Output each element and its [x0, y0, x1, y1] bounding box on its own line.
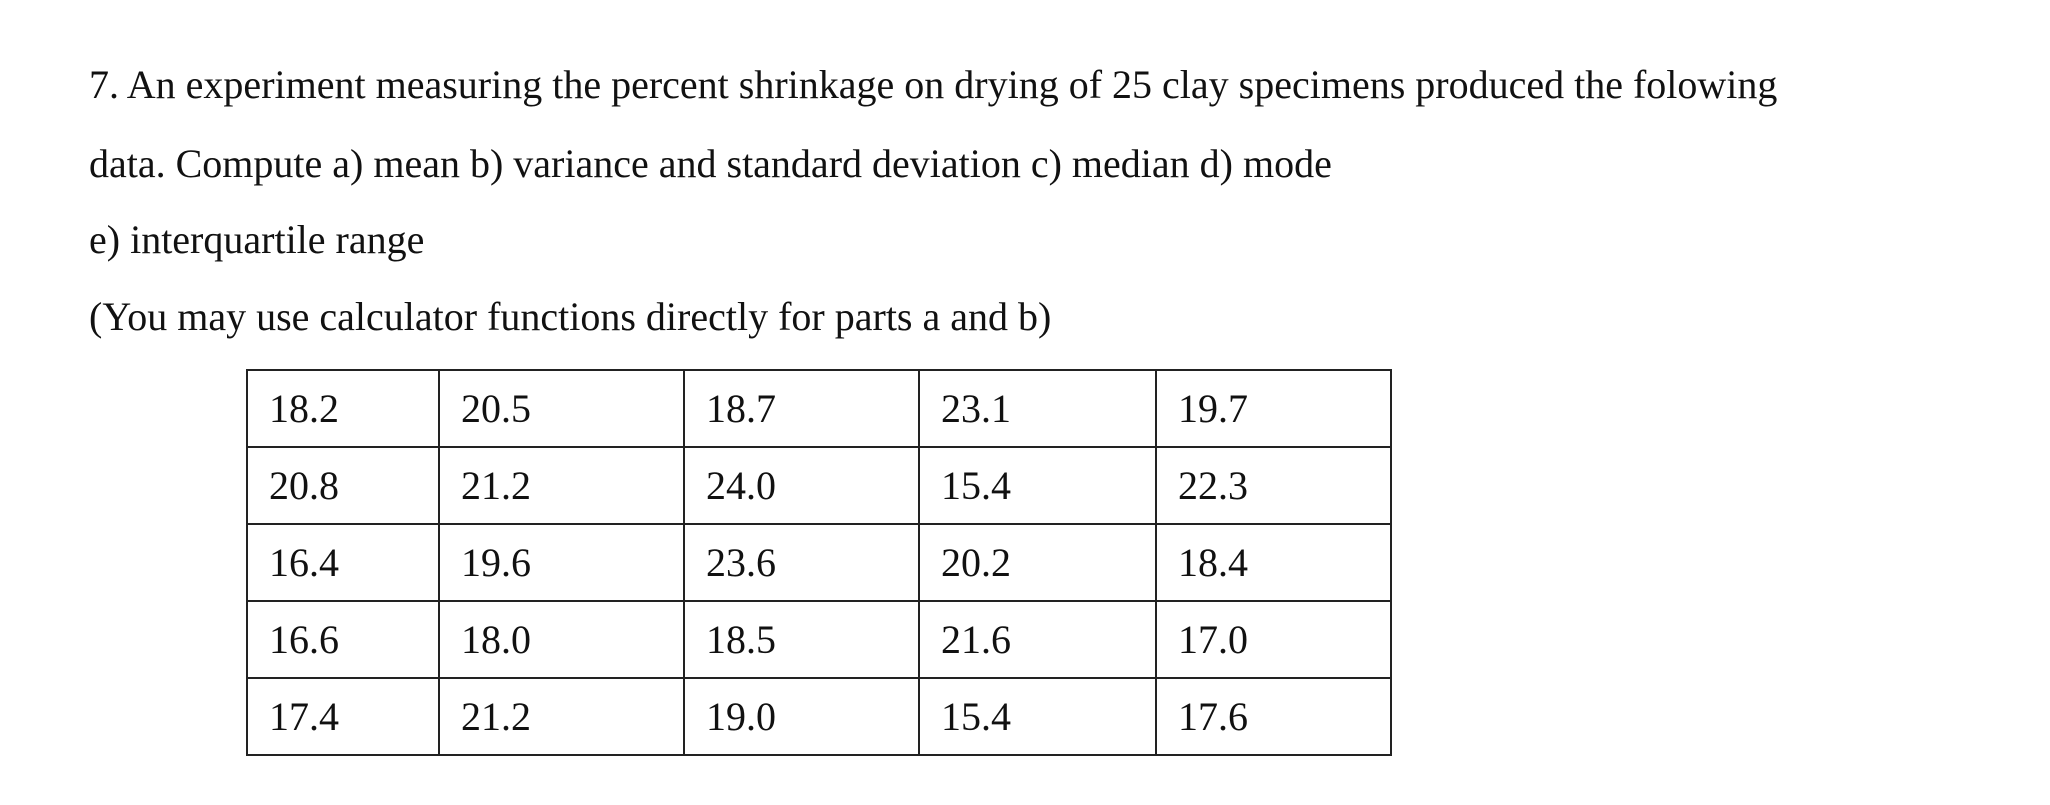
table-cell: 19.7 — [1155, 369, 1392, 448]
table-cell: 17.6 — [1155, 677, 1392, 756]
table-cell: 18.7 — [683, 369, 920, 448]
table-cell: 16.4 — [246, 523, 440, 602]
table-cell: 18.4 — [1155, 523, 1392, 602]
table-cell: 21.2 — [438, 677, 685, 756]
text-line: (You may use calculator functions direct… — [89, 294, 1052, 339]
text-line: e) interquartile range — [89, 217, 425, 262]
table-cell: 20.2 — [918, 523, 1157, 602]
table-row: 20.8 21.2 24.0 15.4 22.3 — [246, 446, 1392, 525]
table-cell: 22.3 — [1155, 446, 1392, 525]
table-row: 18.2 20.5 18.7 23.1 19.7 — [246, 369, 1392, 448]
table-row: 16.6 18.0 18.5 21.6 17.0 — [246, 600, 1392, 679]
table-cell: 17.4 — [246, 677, 440, 756]
data-table: 18.2 20.5 18.7 23.1 19.7 20.8 21.2 24.0 15.4 22.3… — [246, 369, 1392, 756]
text-line: data. Compute a) mean b) variance and st… — [89, 141, 1332, 186]
text-line: 7. An experiment measuring the percent s… — [89, 62, 1778, 107]
table-cell: 21.6 — [918, 600, 1157, 679]
table-cell: 17.0 — [1155, 600, 1392, 679]
table-cell: 20.5 — [438, 369, 685, 448]
table-cell: 24.0 — [683, 446, 920, 525]
table-cell: 16.6 — [246, 600, 440, 679]
table-row: 16.4 19.6 23.6 20.2 18.4 — [246, 523, 1392, 602]
table-cell: 18.5 — [683, 600, 920, 679]
table-cell: 18.0 — [438, 600, 685, 679]
table-cell: 21.2 — [438, 446, 685, 525]
table-cell: 18.2 — [246, 369, 440, 448]
table-cell: 15.4 — [918, 677, 1157, 756]
table-row: 17.4 21.2 19.0 15.4 17.6 — [246, 677, 1392, 756]
table-cell: 23.6 — [683, 523, 920, 602]
table-cell: 19.6 — [438, 523, 685, 602]
table-cell: 19.0 — [683, 677, 920, 756]
table-cell: 23.1 — [918, 369, 1157, 448]
table-cell: 15.4 — [918, 446, 1157, 525]
table-cell: 20.8 — [246, 446, 440, 525]
